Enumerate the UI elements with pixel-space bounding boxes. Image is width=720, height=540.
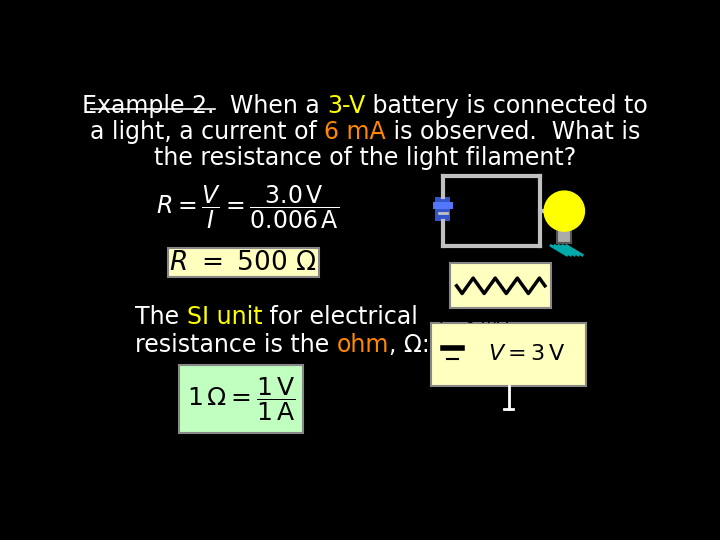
Text: 6 mA: 6 mA: [324, 120, 386, 144]
Bar: [435, 197, 451, 221]
Circle shape: [544, 191, 585, 231]
Text: , Ω:: , Ω:: [389, 333, 430, 357]
Text: $\mathit{R}\ =\ 500\ \Omega$: $\mathit{R}\ =\ 500\ \Omega$: [169, 250, 317, 275]
Bar: [431, 323, 586, 386]
Text: $R = \dfrac{V}{I} = \dfrac{3.0\,\mathrm{V}}{0.006\,\mathrm{A}}$: $R = \dfrac{V}{I} = \dfrac{3.0\,\mathrm{…: [156, 184, 339, 231]
Text: 3-V: 3-V: [327, 94, 365, 118]
Text: SI unit: SI unit: [186, 305, 262, 329]
Text: $V = 3\,\mathrm{V}$: $V = 3\,\mathrm{V}$: [488, 345, 566, 364]
Text: ohm: ohm: [337, 333, 389, 357]
Text: The: The: [135, 305, 186, 329]
Text: the resistance of the light filament?: the resistance of the light filament?: [154, 146, 576, 171]
Bar: [179, 365, 303, 433]
Text: for electrical: for electrical: [262, 305, 418, 329]
Text: When a: When a: [215, 94, 327, 118]
Text: resistance is the: resistance is the: [135, 333, 337, 357]
Text: battery is connected to: battery is connected to: [365, 94, 648, 118]
Bar: [557, 227, 571, 242]
Text: a light, a current of: a light, a current of: [90, 120, 324, 144]
Bar: [168, 248, 319, 278]
Text: is observed.  What is: is observed. What is: [386, 120, 640, 144]
Text: Example 2.: Example 2.: [82, 94, 215, 118]
Bar: [451, 264, 551, 308]
Text: I    6 mA: I 6 mA: [438, 309, 508, 327]
Text: $1\,\Omega = \dfrac{1\,\mathrm{V}}{1\,\mathrm{A}}$: $1\,\Omega = \dfrac{1\,\mathrm{V}}{1\,\m…: [186, 375, 295, 423]
